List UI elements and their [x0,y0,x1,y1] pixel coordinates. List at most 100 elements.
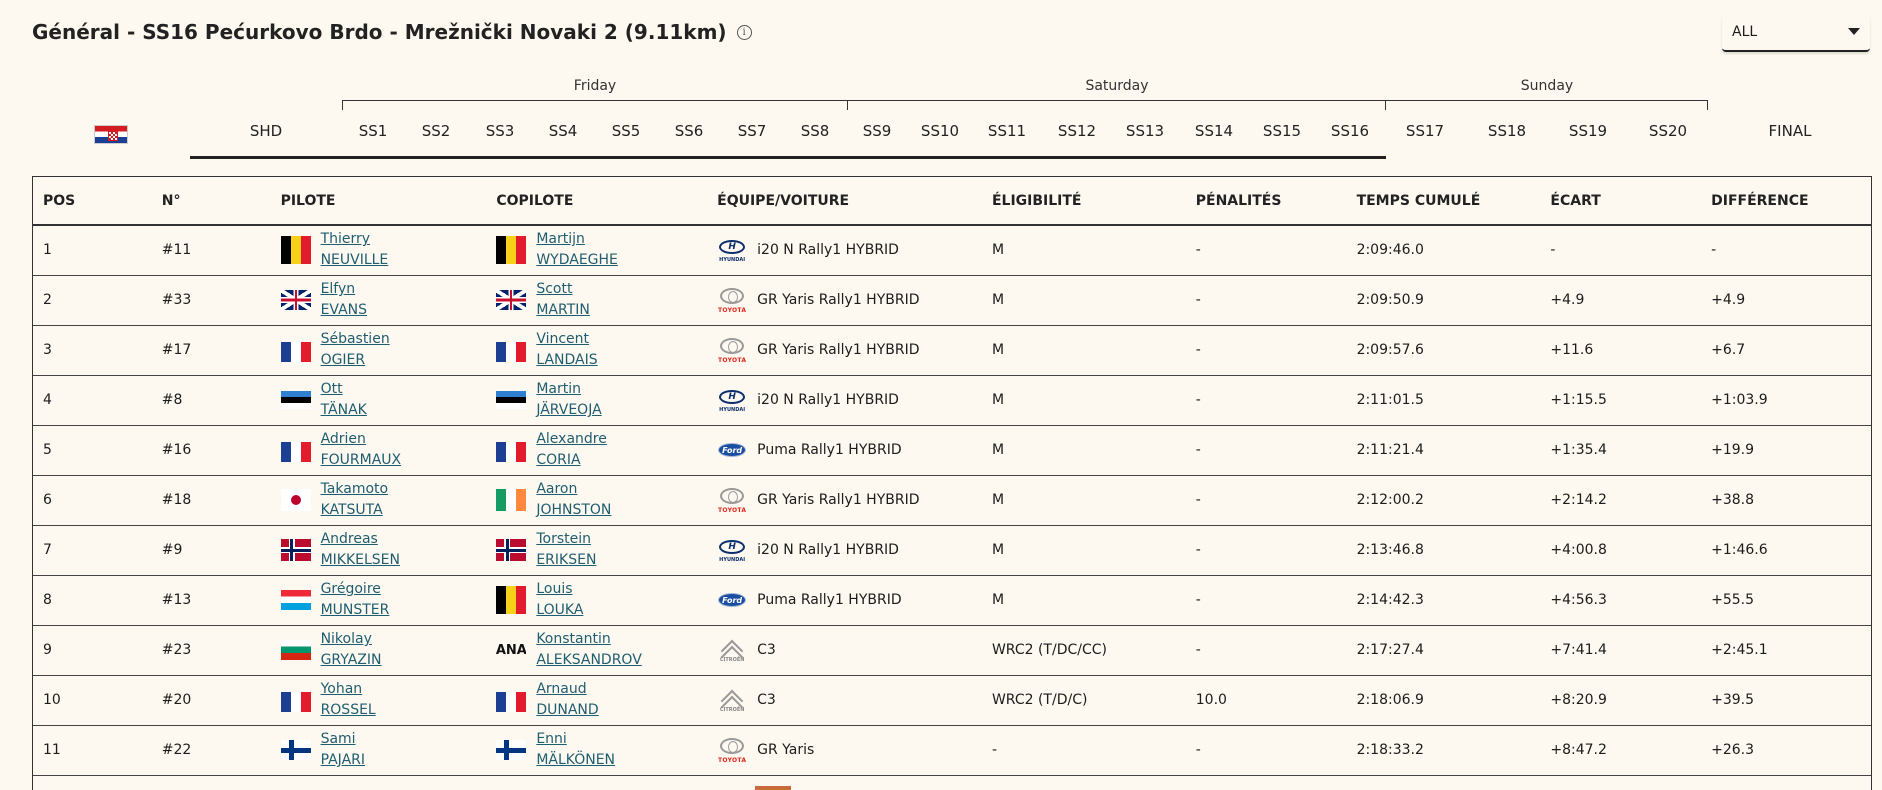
codriver-last-name: JOHNSTON [536,502,612,518]
tab-ss10[interactable]: SS10 [920,122,960,140]
filter-select-value: ALL [1732,24,1758,40]
driver-link[interactable]: Grégoire MUNSTER [321,579,390,621]
col-total-time[interactable]: TEMPS CUMULÉ [1346,177,1541,226]
driver-first-name: Andreas [320,531,378,547]
codriver-link[interactable]: Aaron JOHNSTON [536,479,611,521]
table-header-row: POS N° PILOTE COPILOTE ÉQUIPE/VOITURE ÉL… [33,177,1871,226]
cell-eligibility: M [981,225,1186,276]
flag-icon-fr [496,692,527,712]
codriver-link[interactable]: Enni MÄLKÖNEN [536,729,615,771]
tab-ss8[interactable]: SS8 [800,122,830,140]
driver-link[interactable]: Takamoto KATSUTA [321,479,389,521]
tab-ss16[interactable]: SS16 [1330,122,1370,140]
codriver-link[interactable]: Vincent LANDAIS [536,329,597,371]
flag-icon-be [280,236,311,265]
driver-last-name: NEUVILLE [320,252,389,269]
flag-icon-ana: ANA [496,642,527,658]
col-codriver[interactable]: COPILOTE [486,177,708,226]
col-pos[interactable]: POS [33,177,152,226]
tab-ss3[interactable]: SS3 [485,122,515,140]
driver-link[interactable]: Adrien FOURMAUX [321,429,402,471]
col-eligibility[interactable]: ÉLIGIBILITÉ [981,177,1186,226]
driver-first-name: Adrien [320,431,366,447]
driver-link[interactable]: Thierry NEUVILLE [321,229,389,271]
car-name: GR Yaris Rally1 HYBRID [757,342,920,358]
car-name: C3 [757,642,776,658]
cell-penalties: - [1185,375,1347,426]
flag-icon-jp [280,489,311,511]
cell-codriver: Arnaud DUNAND [486,675,708,726]
col-penalties[interactable]: PÉNALITÉS [1185,177,1347,226]
tab-ss19[interactable]: SS19 [1568,122,1608,140]
cell-codriver: Louis LOUKA [486,575,708,626]
cell-gap: - [1540,225,1702,276]
cell-total-time: 2:11:01.5 [1346,375,1541,426]
driver-link[interactable]: Sami PAJARI [321,729,365,771]
col-team-car[interactable]: ÉQUIPE/VOITURE [707,177,982,226]
cell-eligibility: M [981,425,1186,476]
cell-difference: +2:45.1 [1701,625,1871,676]
ford-logo-icon: Ford [717,435,747,465]
flag-icon-ie [496,489,527,511]
tab-final[interactable]: FINAL [1768,122,1812,140]
tab-ss12[interactable]: SS12 [1057,122,1097,140]
cell-driver: Ott TÄNAK [270,375,487,426]
codriver-link[interactable]: Scott MARTIN [536,279,590,321]
table-row: 8 #13 Grégoire MUNSTER Louis LOUKA [33,575,1871,626]
tab-ss7[interactable]: SS7 [737,122,767,140]
col-driver[interactable]: PILOTE [270,177,487,226]
codriver-first-name: Konstantin [536,631,611,647]
codriver-link[interactable]: Louis LOUKA [536,579,583,621]
col-difference[interactable]: DIFFÉRENCE [1701,177,1871,226]
cell-team-car: H HYUNDAI i20 N Rally1 HYBRID [707,225,982,276]
tab-ss13[interactable]: SS13 [1125,122,1165,140]
cell-driver: Adrien FOURMAUX [270,425,487,476]
info-icon[interactable]: i [736,24,752,40]
cell-total-time: 2:09:57.6 [1346,325,1541,376]
driver-first-name: Sébastien [320,331,390,347]
cell-number: #13 [151,575,271,626]
codriver-link[interactable]: Alexandre CORIA [536,429,607,471]
table-row: 10 #20 Yohan ROSSEL Arnaud DUNAND [33,675,1871,726]
tab-shd[interactable]: SHD [249,122,283,140]
codriver-link[interactable]: Martin JÄRVEOJA [536,379,601,421]
tab-ss5[interactable]: SS5 [611,122,641,140]
tab-ss20[interactable]: SS20 [1648,122,1688,140]
col-number[interactable]: N° [151,177,271,226]
driver-link[interactable]: Sébastien OGIER [321,329,390,371]
cell-total-time: 2:17:27.4 [1346,625,1541,676]
tab-ss6[interactable]: SS6 [674,122,704,140]
tab-ss18[interactable]: SS18 [1487,122,1527,140]
flag-icon-lu [280,590,311,610]
cell-eligibility: M [981,575,1186,626]
tab-ss9[interactable]: SS9 [862,122,892,140]
cell-total-time: 2:12:00.2 [1346,475,1541,526]
tab-ss1[interactable]: SS1 [358,122,388,140]
tab-ss17[interactable]: SS17 [1405,122,1445,140]
driver-link[interactable]: Yohan ROSSEL [321,679,376,721]
tab-ss14[interactable]: SS14 [1194,122,1234,140]
cell-eligibility: M [981,525,1186,576]
codriver-link[interactable]: Martijn WYDAEGHE [536,229,618,271]
driver-link[interactable]: Elfyn EVANS [321,279,367,321]
tab-ss11[interactable]: SS11 [987,122,1027,140]
toyota-logo-icon: TOYOTA [717,335,747,365]
tab-ss15[interactable]: SS15 [1262,122,1302,140]
car-name: i20 N Rally1 HYBRID [757,392,899,408]
filter-select[interactable]: ALL [1722,14,1870,52]
cell-gap: +8:20.9 [1540,675,1702,726]
car-name: GR Yaris Rally1 HYBRID [757,292,920,308]
page-title: Général - SS16 Pećurkovo Brdo - Mrežničk… [32,20,752,44]
codriver-link[interactable]: Arnaud DUNAND [536,679,598,721]
tab-ss2[interactable]: SS2 [421,122,451,140]
driver-link[interactable]: Nikolay GRYAZIN [321,629,382,671]
codriver-link[interactable]: Torstein ERIKSEN [536,529,596,571]
col-gap[interactable]: ÉCART [1540,177,1702,226]
driver-link[interactable]: Ott TÄNAK [321,379,367,421]
driver-last-name: OGIER [320,352,366,368]
tab-ss4[interactable]: SS4 [548,122,578,140]
cell-codriver: Martijn WYDAEGHE [486,225,708,276]
cell-team-car: TOYOTA GR Yaris [707,725,982,776]
driver-link[interactable]: Andreas MIKKELSEN [321,529,400,571]
codriver-link[interactable]: Konstantin ALEKSANDROV [536,629,641,671]
